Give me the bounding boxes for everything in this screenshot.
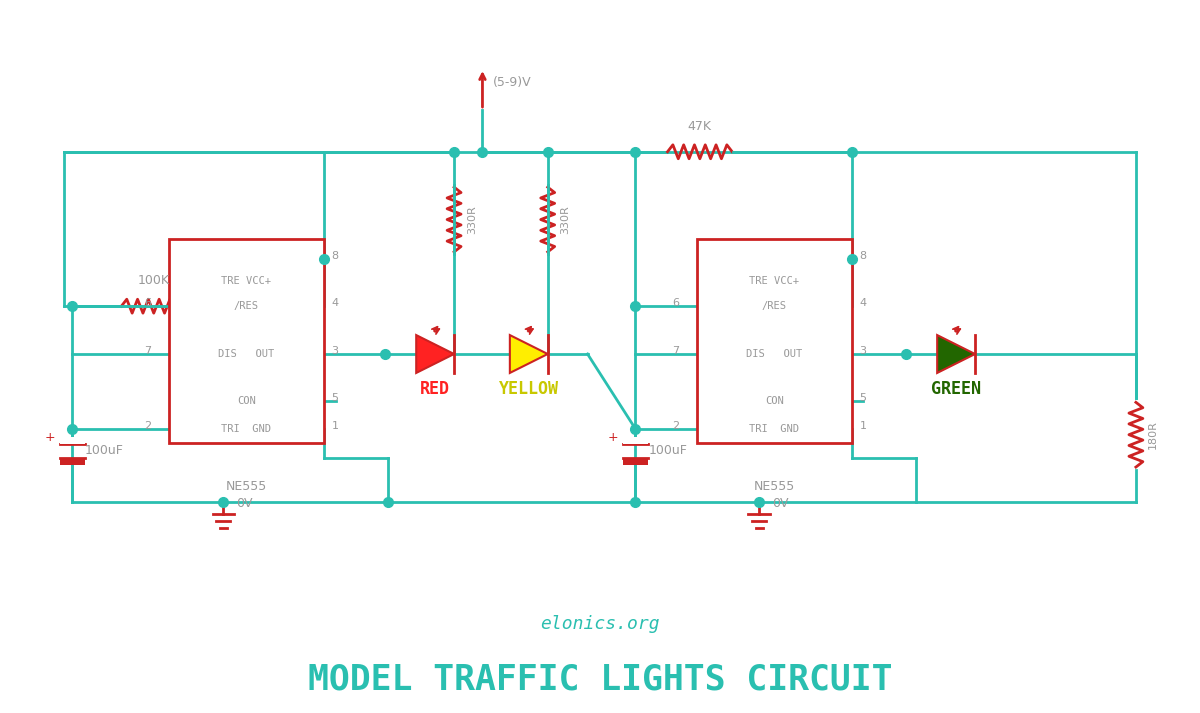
Text: 8: 8 — [859, 252, 866, 262]
Text: 6: 6 — [144, 298, 151, 308]
Text: 4: 4 — [331, 298, 338, 308]
Polygon shape — [937, 335, 976, 373]
Text: 47K: 47K — [688, 120, 712, 133]
Text: 100uF: 100uF — [648, 444, 688, 457]
Text: MODEL TRAFFIC LIGHTS CIRCUIT: MODEL TRAFFIC LIGHTS CIRCUIT — [307, 663, 893, 697]
Text: +: + — [44, 431, 55, 443]
Text: 5: 5 — [859, 393, 866, 403]
Bar — [697, 239, 852, 443]
Text: 4: 4 — [859, 298, 866, 308]
Bar — [169, 239, 324, 443]
Text: 6: 6 — [672, 298, 679, 308]
Text: +: + — [607, 431, 618, 443]
Text: CON: CON — [764, 396, 784, 406]
Text: TRI  GND: TRI GND — [221, 424, 271, 434]
Text: 100uF: 100uF — [85, 444, 124, 457]
Text: 330R: 330R — [560, 205, 571, 234]
Text: TRE VCC+: TRE VCC+ — [221, 277, 271, 287]
Text: 5: 5 — [331, 393, 338, 403]
Text: 1: 1 — [331, 421, 338, 431]
Text: DIS   OUT: DIS OUT — [746, 349, 803, 359]
Text: (5-9)V: (5-9)V — [492, 76, 532, 88]
Text: GREEN: GREEN — [931, 380, 982, 398]
Text: 7: 7 — [144, 346, 151, 356]
Text: 3: 3 — [331, 346, 338, 356]
Text: 2: 2 — [672, 421, 679, 431]
Bar — [60, 436, 84, 443]
Text: 100K: 100K — [138, 275, 169, 287]
Bar — [623, 458, 648, 465]
Text: DIS   OUT: DIS OUT — [218, 349, 275, 359]
Text: 3: 3 — [859, 346, 866, 356]
Text: 0V: 0V — [236, 498, 253, 511]
Polygon shape — [416, 335, 454, 373]
Text: 330R: 330R — [467, 205, 478, 234]
Text: YELLOW: YELLOW — [499, 380, 559, 398]
Text: 180R: 180R — [1148, 420, 1158, 449]
Text: 8: 8 — [331, 252, 338, 262]
Text: 0V: 0V — [773, 498, 788, 511]
Text: 7: 7 — [672, 346, 679, 356]
Text: NE555: NE555 — [226, 481, 268, 493]
Text: /RES: /RES — [762, 301, 787, 311]
Text: RED: RED — [420, 380, 450, 398]
Text: 2: 2 — [144, 421, 151, 431]
Bar — [623, 436, 648, 443]
Text: elonics.org: elonics.org — [540, 615, 660, 633]
Text: 1: 1 — [859, 421, 866, 431]
Text: TRE VCC+: TRE VCC+ — [749, 277, 799, 287]
Text: NE555: NE555 — [754, 481, 794, 493]
Polygon shape — [510, 335, 547, 373]
Bar — [60, 458, 84, 465]
Text: /RES: /RES — [234, 301, 259, 311]
Text: TRI  GND: TRI GND — [749, 424, 799, 434]
Text: CON: CON — [238, 396, 256, 406]
